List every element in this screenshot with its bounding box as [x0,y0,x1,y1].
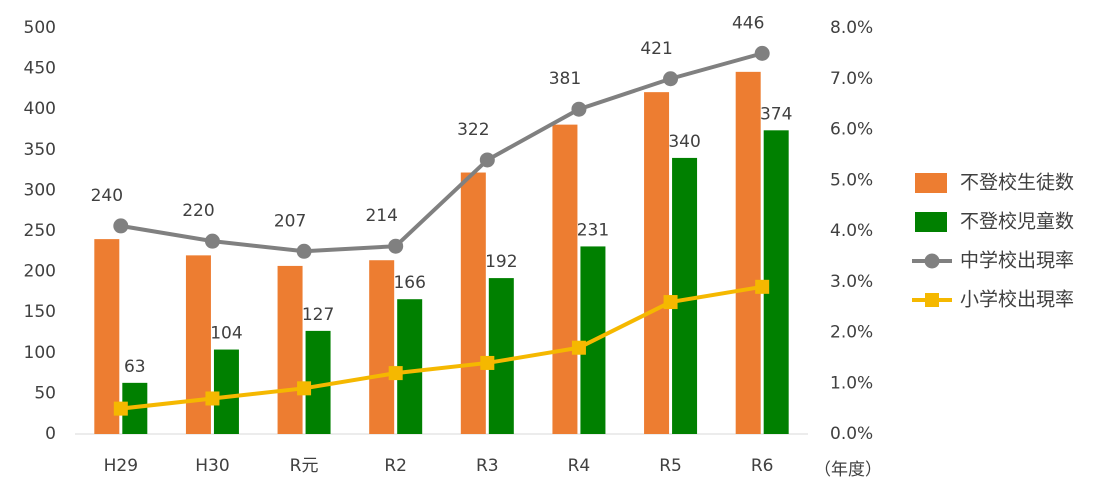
line [120,51,763,254]
y-tick-label: 50 [34,383,56,403]
x-tick-label: R6 [751,456,774,476]
marker [571,101,587,117]
x-tick-label: R5 [659,456,682,476]
x-tick-label: R4 [568,456,591,476]
data-label: 127 [302,305,334,325]
y-tick-label: 250 [24,221,56,241]
line [120,284,763,411]
x-tick-label: H29 [104,456,138,476]
data-label: 192 [485,252,517,272]
x-unit-label: （年度） [814,460,882,480]
legend-label: 不登校児童数 [960,211,1074,233]
y2-tick-label: 5.0% [830,170,873,190]
y2-tick-label: 2.0% [830,323,873,343]
marker [663,295,678,310]
data-label: 166 [393,273,425,293]
bar [644,92,670,434]
bar [369,260,395,434]
y2-tick-label: 8.0% [830,18,873,38]
legend-swatch [925,293,939,307]
marker [205,391,220,406]
y-tick-label: 300 [24,180,56,200]
legend-swatch [915,212,947,232]
y2-tick-label: 1.0% [830,373,873,393]
data-label: 240 [91,186,123,206]
marker [571,340,586,355]
data-label: 446 [732,13,764,33]
marker [113,218,129,234]
bar [185,255,211,434]
marker [297,381,312,396]
y-tick-label: 450 [24,59,56,79]
y-tick-label: 400 [24,99,56,119]
data-label: 340 [668,132,700,152]
marker [754,45,770,61]
marker [388,366,403,381]
bar [460,172,486,434]
x-tick-label: R2 [384,456,407,476]
legend-label: 不登校生徒数 [960,172,1074,194]
bar [552,124,578,435]
y2-tick-label: 0.0% [830,424,873,444]
y-tick-label: 100 [24,343,56,363]
legend-label: 小学校出現率 [960,289,1074,311]
x-tick-label: R3 [476,456,499,476]
y-tick-label: 150 [24,302,56,322]
y-tick-label: 200 [24,262,56,282]
bar [277,265,303,434]
data-label: 220 [182,201,214,221]
data-label: 322 [457,120,489,140]
y2-tick-label: 6.0% [830,120,873,140]
y2-tick-label: 7.0% [830,69,873,89]
data-label: 207 [274,211,306,231]
bar [735,71,761,435]
marker [479,152,495,168]
marker [204,233,220,249]
marker [113,401,128,416]
data-label: 381 [549,69,581,89]
marker [296,243,312,259]
legend-label: 中学校出現率 [960,250,1074,272]
bar [94,239,120,434]
marker [755,279,770,294]
y-tick-label: 500 [24,18,56,38]
data-label: 374 [760,104,792,124]
data-label: 104 [210,324,242,344]
x-tick-label: R元 [290,456,319,476]
data-label: 421 [640,39,672,59]
y2-tick-label: 4.0% [830,221,873,241]
marker [663,71,679,87]
y-tick-label: 350 [24,140,56,160]
marker [388,238,404,254]
data-label: 231 [577,220,609,240]
legend-swatch [915,173,947,193]
y-tick-label: 0 [45,424,56,444]
y2-tick-label: 3.0% [830,272,873,292]
data-label: 63 [124,357,146,377]
data-label: 214 [365,206,397,226]
x-tick-label: H30 [195,456,229,476]
legend-swatch [924,253,940,269]
marker [480,355,495,370]
